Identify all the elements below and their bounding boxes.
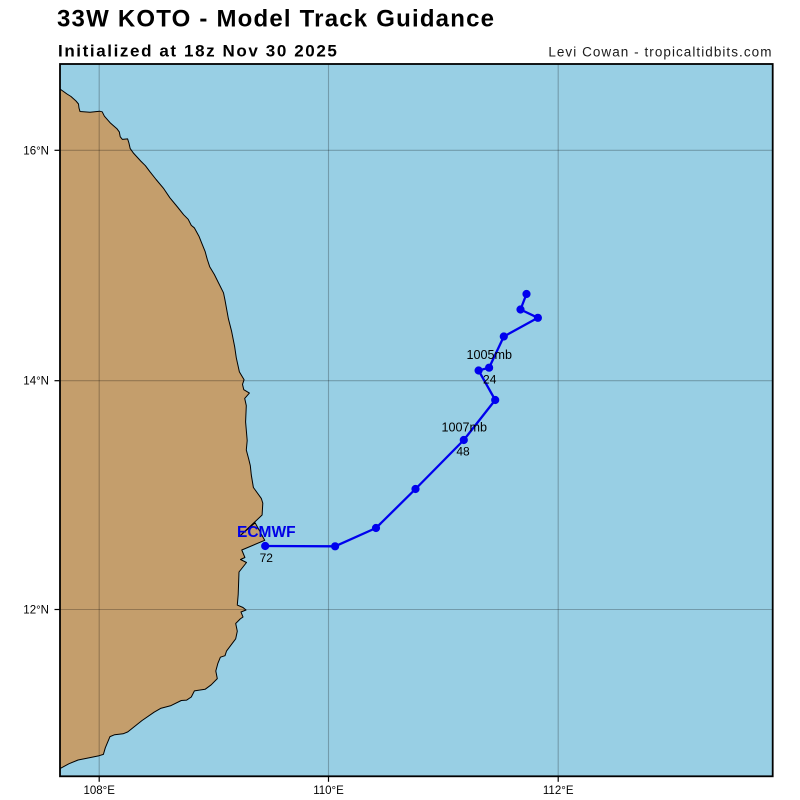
svg-text:12°N: 12°N bbox=[23, 605, 49, 617]
svg-text:110°E: 110°E bbox=[313, 785, 344, 797]
svg-text:ECMWF: ECMWF bbox=[237, 524, 296, 541]
svg-text:33W KOTO - Model Track Guidanc: 33W KOTO - Model Track Guidance bbox=[57, 6, 495, 33]
svg-text:24: 24 bbox=[483, 372, 497, 386]
svg-text:16°N: 16°N bbox=[23, 145, 49, 157]
svg-text:Levi Cowan - tropicaltidbits.c: Levi Cowan - tropicaltidbits.com bbox=[548, 45, 772, 60]
svg-text:1007mb: 1007mb bbox=[442, 421, 488, 435]
svg-text:Initialized at 18z Nov 30 2025: Initialized at 18z Nov 30 2025 bbox=[58, 42, 338, 61]
svg-text:48: 48 bbox=[456, 445, 470, 459]
svg-text:1005mb: 1005mb bbox=[466, 348, 512, 362]
svg-text:14°N: 14°N bbox=[23, 376, 49, 388]
svg-text:108°E: 108°E bbox=[83, 785, 115, 797]
svg-text:72: 72 bbox=[260, 551, 274, 565]
svg-text:112°E: 112°E bbox=[543, 785, 574, 797]
